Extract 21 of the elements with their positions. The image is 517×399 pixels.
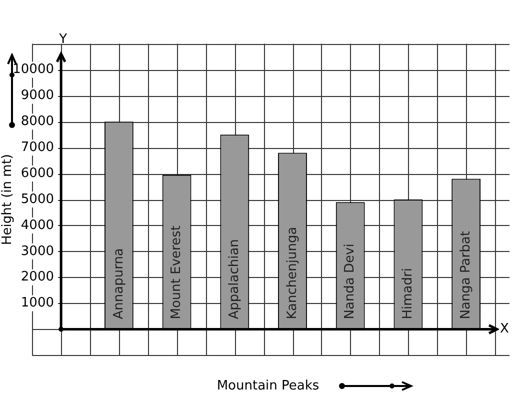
annotation: Y: [58, 32, 68, 48]
x-axis-title: Mountain Peaks: [216, 378, 320, 394]
x-tick-label: Nanda Devi: [342, 244, 358, 320]
x-tick-label: Appalachian: [227, 239, 242, 320]
x-tick-label: Kanchenjunga: [284, 226, 300, 320]
y-tick-label: 8000: [20, 114, 54, 130]
x-tick-label: Mount Everest: [169, 226, 184, 320]
x-tick-label: Himadri: [400, 268, 416, 320]
y-tick-label: 2000: [20, 270, 54, 285]
y-axis-title: Height (in mt): [0, 154, 16, 245]
y-tick-label: 10000: [12, 62, 54, 78]
text: X: [500, 322, 509, 337]
y-tick-label: 4000: [20, 218, 54, 233]
x-tick-label: Nanga Parbat: [458, 231, 474, 320]
y-tick-label: 7000: [20, 140, 54, 155]
y-tick-label: 1000: [20, 296, 54, 311]
y-tick-label: 3000: [20, 244, 54, 259]
y-tick-label: 5000: [20, 192, 54, 207]
y-tick-label: 9000: [20, 88, 54, 104]
y-tick-label: 6000: [20, 166, 54, 181]
x-tick-label: Annapurna: [111, 248, 126, 320]
